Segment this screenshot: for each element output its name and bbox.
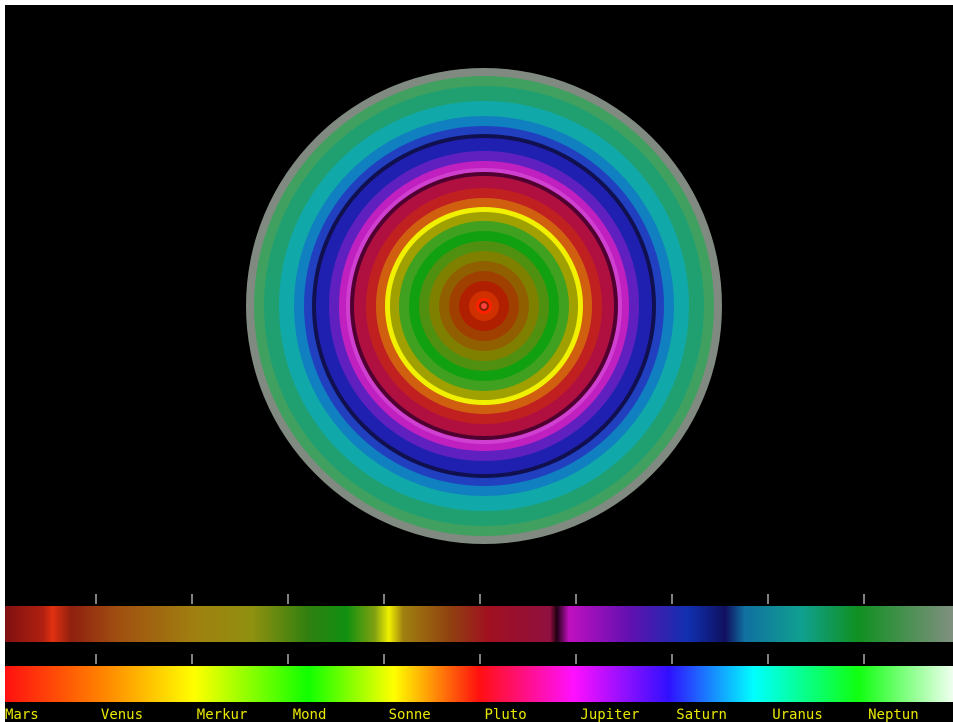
planet-label: Mond	[293, 707, 327, 722]
planet-label: Mars	[5, 707, 39, 722]
planet-label: Merkur	[197, 707, 248, 722]
planet-label: Venus	[101, 707, 143, 722]
color-bar-spectrum	[5, 666, 953, 702]
planet-label: Pluto	[485, 707, 527, 722]
color-bar-mixed	[5, 606, 953, 642]
ring	[481, 303, 487, 309]
planet-label: Uranus	[772, 707, 823, 722]
planet-label: Sonne	[389, 707, 431, 722]
ring-disk	[246, 68, 722, 544]
planet-label: Jupiter	[580, 707, 639, 722]
planet-labels: Mars Venus Merkur Mond Sonne Pluto Jupiter Satu…	[5, 707, 919, 722]
planet-label: Saturn	[676, 707, 727, 722]
planet-label: Neptun	[868, 707, 919, 722]
ticks	[95, 594, 865, 664]
